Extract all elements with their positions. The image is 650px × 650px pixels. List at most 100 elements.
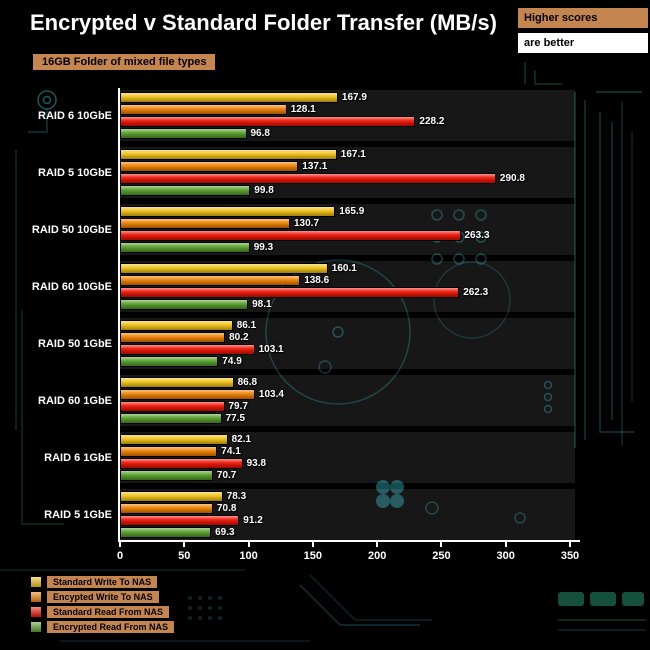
group-band: 165.9 130.7 263.3 99.3 <box>120 204 575 255</box>
bar-row: 138.6 <box>120 275 575 286</box>
bar-row: 137.1 <box>120 161 575 172</box>
bar-value-label: 290.8 <box>499 172 525 184</box>
bar-row: 70.8 <box>120 503 575 514</box>
group-band: 82.1 74.1 93.8 70.7 <box>120 432 575 483</box>
higher-scores-label: Higher scores <box>518 8 648 28</box>
chart-group: RAID 5 1GbE 78.3 70.8 91.2 69.3 <box>0 489 650 540</box>
chart-rows: RAID 6 10GbE 167.9 128.1 228.2 96.8 RAID 5 10… <box>0 90 650 540</box>
bar <box>120 515 240 526</box>
bar-row: 93.8 <box>120 458 575 469</box>
bar-row: 99.3 <box>120 242 575 253</box>
bar-value-label: 138.6 <box>304 274 330 286</box>
bar-value-label: 99.8 <box>254 184 274 196</box>
chart-group: RAID 50 10GbE 165.9 130.7 263.3 99.3 <box>0 204 650 255</box>
x-tick <box>504 542 507 547</box>
bar <box>120 161 299 172</box>
bar-row: 86.1 <box>120 320 575 331</box>
bar <box>120 287 460 298</box>
x-tick <box>376 542 379 547</box>
bar-row: 263.3 <box>120 230 575 241</box>
bar <box>120 173 496 184</box>
bar-value-label: 103.4 <box>258 388 284 400</box>
bar-value-label: 165.9 <box>339 205 365 217</box>
bar-value-label: 98.1 <box>252 298 272 310</box>
chart-legend: Standard Write To NAS Encypted Write To N… <box>30 576 175 636</box>
bar <box>120 458 243 469</box>
legend-item: Standard Read From NAS <box>30 606 174 618</box>
bar-row: 91.2 <box>120 515 575 526</box>
bar-row: 128.1 <box>120 104 575 115</box>
bar <box>120 299 249 310</box>
bar <box>120 149 337 160</box>
bar-row: 130.7 <box>120 218 575 229</box>
bar <box>120 104 287 115</box>
bar-value-label: 70.8 <box>217 502 237 514</box>
bar-row: 103.1 <box>120 344 575 355</box>
bar-value-label: 79.7 <box>228 400 248 412</box>
circuit-blocks-icon <box>558 592 644 606</box>
y-axis-line <box>118 88 120 542</box>
bar <box>120 470 213 481</box>
bar-value-label: 128.1 <box>290 103 316 115</box>
bar-value-label: 91.2 <box>243 514 263 526</box>
x-tick-label: 50 <box>178 550 191 562</box>
x-tick <box>119 542 121 547</box>
legend-swatch <box>30 606 42 618</box>
x-axis: 0 50 100 150 200 250 300 350 <box>117 540 580 568</box>
category-label: RAID 60 1GbE <box>38 394 112 407</box>
category-label: RAID 60 10GbE <box>31 280 112 293</box>
bar <box>120 92 338 103</box>
bar-value-label: 82.1 <box>231 433 252 445</box>
bar <box>120 116 416 127</box>
are-better-label: are better <box>518 33 648 53</box>
x-tick <box>440 542 443 547</box>
bar-value-label: 103.1 <box>258 343 284 355</box>
bar-row: 74.9 <box>120 356 575 367</box>
legend-swatch <box>30 621 42 633</box>
bar-value-label: 96.8 <box>250 127 270 139</box>
x-tick <box>247 542 250 547</box>
bar <box>120 332 226 343</box>
bar <box>120 263 328 274</box>
bar <box>120 377 234 388</box>
chart-group: RAID 6 1GbE 82.1 74.1 93.8 70.7 <box>0 432 650 483</box>
bar-value-label: 228.2 <box>419 115 445 127</box>
x-tick-label: 150 <box>303 550 323 562</box>
bar <box>120 206 336 217</box>
x-tick <box>311 542 314 547</box>
bar <box>120 320 233 331</box>
bar-row: 262.3 <box>120 287 575 298</box>
group-band: 78.3 70.8 91.2 69.3 <box>120 489 575 540</box>
bar-row: 69.3 <box>120 527 575 538</box>
x-tick-label: 250 <box>432 550 451 562</box>
bar-value-label: 86.1 <box>236 319 257 331</box>
bar-row: 228.2 <box>120 116 575 127</box>
legend-label: Standard Write To NAS <box>47 576 158 588</box>
page-title: Encrypted v Standard Folder Transfer (MB… <box>30 10 497 35</box>
bar-row: 82.1 <box>120 434 575 445</box>
x-tick-label: 350 <box>560 550 580 562</box>
bar-row: 160.1 <box>120 263 575 274</box>
bar <box>120 128 247 139</box>
bar-value-label: 130.7 <box>294 217 320 229</box>
legend-swatch <box>30 576 42 588</box>
bar-row: 103.4 <box>120 389 575 400</box>
bar-row: 290.8 <box>120 173 575 184</box>
chart-group: RAID 5 10GbE 167.1 137.1 290.8 99.8 <box>0 147 650 198</box>
bar-value-label: 167.1 <box>340 148 366 160</box>
bar <box>120 401 225 412</box>
bar-row: 96.8 <box>120 128 575 139</box>
chart-subtitle-badge: 16GB Folder of mixed file types <box>33 54 216 70</box>
legend-item: Encrypted Read From NAS <box>30 621 175 633</box>
bar-row: 79.7 <box>120 401 575 412</box>
bar <box>120 344 255 355</box>
bar <box>120 218 290 229</box>
x-tick-label: 200 <box>367 550 387 562</box>
bar-value-label: 77.5 <box>225 412 246 424</box>
bar-row: 86.8 <box>120 377 575 388</box>
bar <box>120 389 255 400</box>
group-band: 86.8 103.4 79.7 77.5 <box>120 375 575 426</box>
bar-row: 80.2 <box>120 332 575 343</box>
bar-value-label: 137.1 <box>302 160 328 172</box>
